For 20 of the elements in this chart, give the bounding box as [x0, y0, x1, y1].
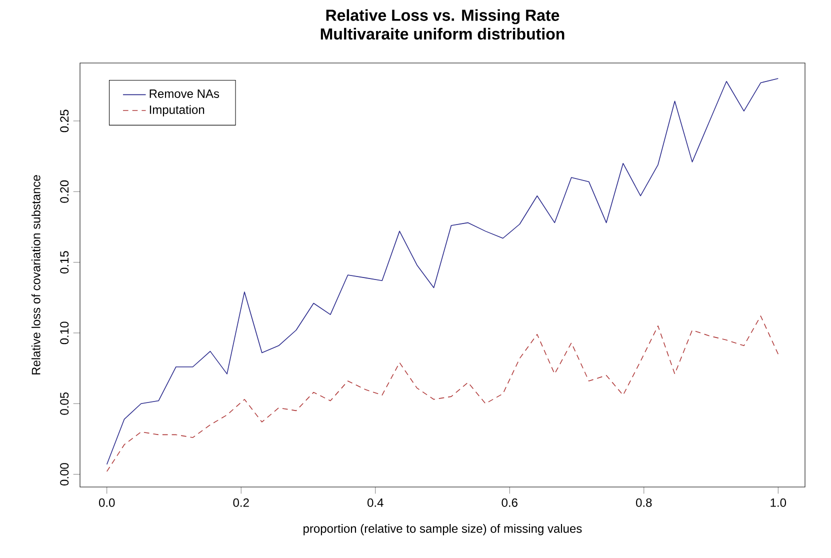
x-tick-label: 0.6	[502, 498, 518, 507]
chart-title: Relative Loss vs. Missing Rate	[326, 9, 560, 24]
y-axis-title: Relative loss of covariation substance	[31, 175, 40, 374]
line-series	[106, 316, 779, 472]
y-tick-label: 0.00	[60, 463, 69, 486]
y-tick-label: 0.25	[60, 110, 69, 132]
legend-label: Imputation	[150, 105, 204, 116]
x-tick-label: 0.4	[367, 498, 384, 507]
y-tick-label: 0.05	[60, 392, 69, 415]
x-tick-label: 1.0	[770, 498, 786, 507]
y-tick-label: 0.10	[60, 322, 69, 344]
y-tick-label: 0.15	[60, 251, 69, 274]
chart-subtitle: Multivaraite uniform distribution	[320, 28, 564, 40]
y-tick-label: 0.20	[60, 180, 69, 203]
line-series	[106, 78, 779, 465]
legend-label: Remove NAs	[150, 90, 220, 98]
x-tick-label: 0.8	[636, 498, 652, 507]
x-tick-label: 0.0	[98, 498, 115, 507]
x-tick-label: 0.2	[233, 498, 249, 507]
x-axis-title: proportion (relative to sample size) of missing values	[304, 524, 582, 536]
